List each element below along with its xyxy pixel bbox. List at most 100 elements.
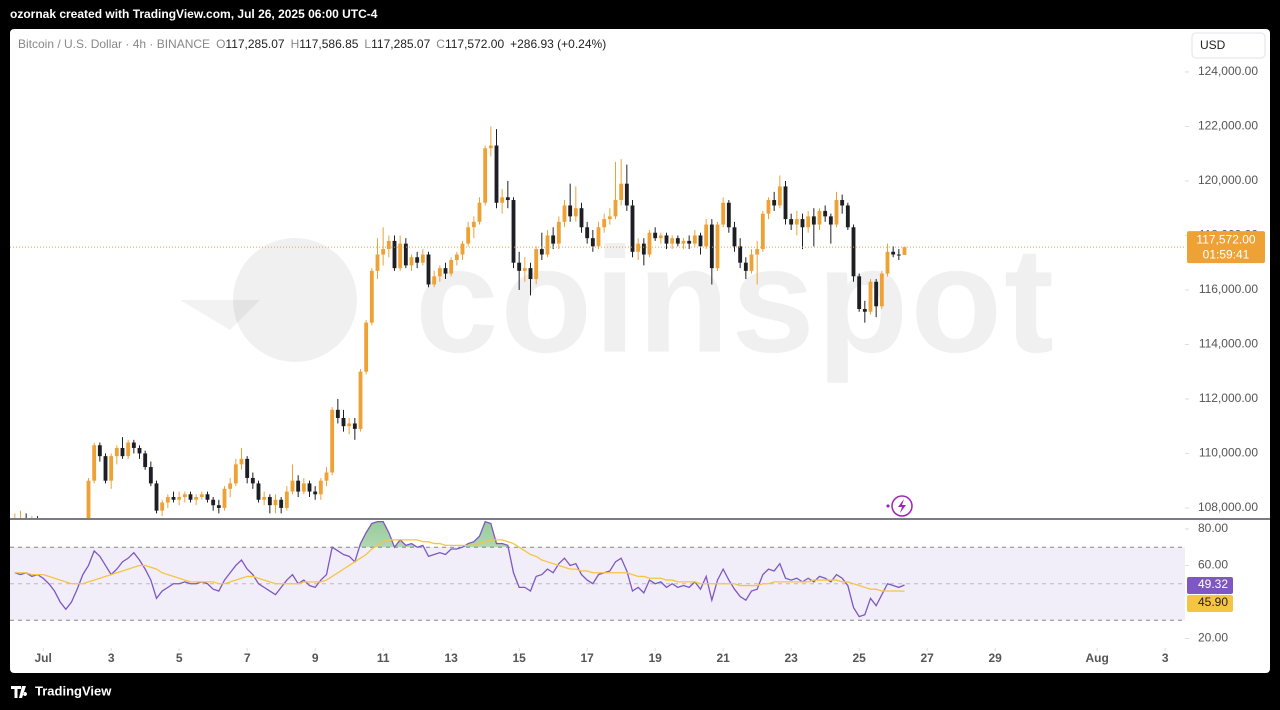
candle-body [211,499,216,506]
symbol-legend: Bitcoin / U.S. Dollar · 4h · BINANCE O11… [18,37,606,51]
candle-body [590,238,595,247]
y-tick-label: 110,000.00 [1199,446,1258,460]
candle-body [375,254,380,271]
y-tick-label: 108,000.00 [1198,500,1258,514]
y-tick-label: 120,000.00 [1198,173,1258,187]
candle-body [896,254,901,256]
candle-body [738,246,743,263]
ohlc-key: H [290,37,300,51]
candle-body [154,483,159,511]
rsi-tick-label: 20.00 [1198,631,1228,645]
candle-body [284,491,289,508]
candle-body [330,409,335,473]
candle-body [307,483,312,492]
candle-body [199,494,204,498]
rsi-tick-label: 80.00 [1198,521,1228,535]
candle-body [885,251,890,274]
watermark-group: coinspot [180,216,1054,384]
candle-body [471,221,476,228]
candle-body [426,254,431,285]
chart-panel [10,29,1270,673]
candle-body [619,183,624,201]
candle-body [233,464,238,484]
ohlc-value: 117,572.00 [444,37,505,51]
candle-body [301,483,306,492]
candle-body [222,488,227,508]
candle-body [460,243,465,255]
candle-body [409,257,414,266]
alert-icon[interactable] [886,495,913,517]
candle-body [347,423,352,427]
candle-body [698,235,703,247]
candle-body [386,240,391,250]
rsi-pane [10,520,1185,621]
candle-body [420,254,425,263]
price-change: +286.93 (+0.24%) [510,37,607,51]
rsi-value-box [1187,576,1233,594]
watermark-logo [233,238,357,362]
ohlc-key: L [364,37,372,51]
last-price-label: 117,572.00 [1196,232,1255,246]
watermark-logo-tail [180,300,260,330]
candle-body [687,240,692,244]
candle-body [840,200,845,206]
rsi-tick-label: 60.00 [1198,558,1228,572]
x-tick-label: 17 [580,651,594,665]
candle-body [732,227,737,247]
candle-body [539,249,544,255]
candle-body [834,200,839,225]
candle-body [613,200,618,217]
candle-body [120,447,125,457]
candle-body [483,148,488,203]
candle-body [817,210,822,225]
candle-body [602,219,607,228]
candle-body [443,268,448,274]
x-tick-label: 3 [1162,651,1169,665]
candle-body [454,254,459,260]
candle-body [562,205,567,222]
candle-body [528,268,533,280]
candle-body [296,480,301,492]
x-tick-label: 21 [716,651,730,665]
top-bar-text: ozornak created with TradingView.com, Ju… [10,7,378,21]
candle-body [607,216,612,220]
candle-body [664,235,669,244]
candle-body [245,458,250,478]
candle-body [392,240,397,269]
candle-body [851,227,856,277]
price-pane [10,126,1185,518]
ohlc-key: O [216,37,226,51]
candle-body [760,213,765,250]
candle-body [182,494,187,498]
candle-body [290,480,295,492]
ohlc-item: L117,285.07 [364,37,430,51]
candle-body [511,200,516,263]
candle-body [721,202,726,225]
rsi-line [14,520,905,618]
candle-body [823,210,828,217]
candle-body [381,249,386,255]
candle-body [494,145,499,203]
ohlc-item: O117,285.07 [216,37,285,51]
currency-box[interactable] [1191,32,1266,59]
candle-body [92,445,97,481]
candle-body [216,505,221,508]
candle-body [772,200,777,206]
candle-body [171,497,176,500]
candle-body [806,216,811,228]
candle-body [653,232,658,239]
ohlc-key: C [436,37,445,51]
x-tick-label: Jul [34,651,51,665]
candle-body [262,497,267,500]
candle-body [800,219,805,228]
x-tick-label: 19 [648,651,662,665]
candle-body [449,259,454,274]
candle-body [103,456,108,481]
rsi-ma-value-box [1187,594,1233,612]
countdown: 01:59:41 [1203,247,1250,261]
candle-body [545,235,550,255]
candle-body [267,497,272,506]
candle-body [165,497,170,503]
candle-body [148,467,153,484]
